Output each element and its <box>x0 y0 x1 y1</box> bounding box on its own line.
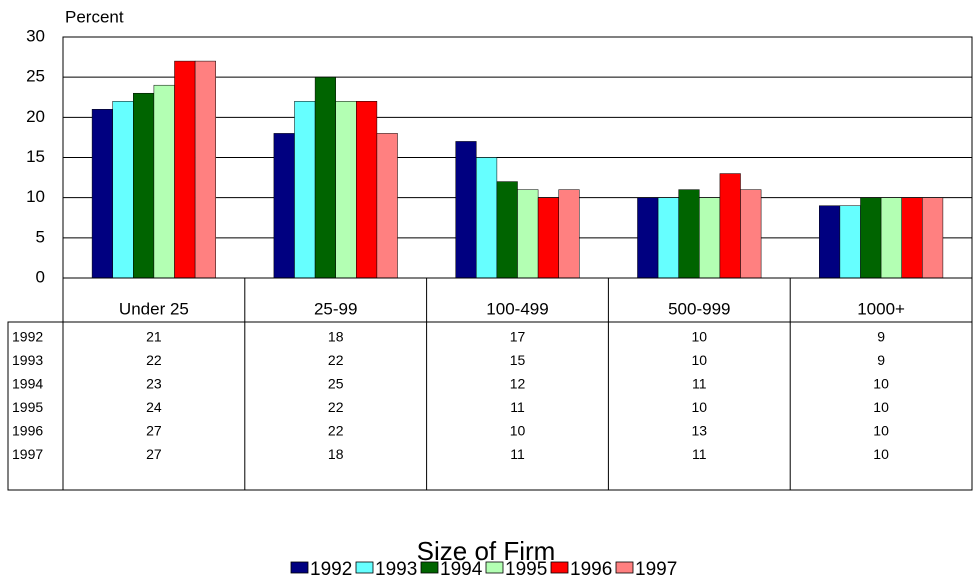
table-cell: 13 <box>692 422 708 438</box>
bar <box>335 101 357 279</box>
table-cell: 22 <box>328 422 344 438</box>
y-axis-label: Percent <box>65 7 124 26</box>
table-row-label: 1997 <box>12 446 43 462</box>
bar <box>860 197 882 279</box>
bar <box>839 205 861 279</box>
table-row-label: 1993 <box>12 352 43 368</box>
table-cell: 18 <box>328 446 344 462</box>
table-cell: 10 <box>692 352 708 368</box>
bar <box>719 173 741 279</box>
table-row-label: 1995 <box>12 399 43 415</box>
bar <box>294 101 316 279</box>
bar <box>153 84 175 279</box>
table-cell: 27 <box>146 446 162 462</box>
bar <box>819 205 841 279</box>
table-cell: 15 <box>510 352 526 368</box>
bar <box>699 197 721 279</box>
table-cell: 10 <box>873 375 889 391</box>
legend-swatch <box>550 561 569 574</box>
table-cell: 9 <box>877 352 885 368</box>
legend-label: 1993 <box>375 559 417 580</box>
bar <box>476 157 498 279</box>
bar <box>678 189 700 279</box>
x-tick-label: Under 25 <box>119 299 189 318</box>
table-cell: 17 <box>510 328 526 344</box>
table-cell: 22 <box>328 399 344 415</box>
bar <box>273 133 295 279</box>
y-tick-label: 25 <box>26 67 45 86</box>
bar <box>194 60 216 279</box>
y-tick-label: 20 <box>26 107 45 126</box>
legend-label: 1997 <box>635 559 677 580</box>
bar <box>740 189 762 279</box>
table-cell: 10 <box>510 422 526 438</box>
x-tick-label: 100-499 <box>486 299 548 318</box>
legend-label: 1995 <box>505 559 547 580</box>
y-tick-label: 30 <box>26 26 45 45</box>
plot-frame <box>62 36 973 279</box>
table-row-label: 1992 <box>12 328 43 344</box>
table-cell: 9 <box>877 328 885 344</box>
table-cell: 10 <box>873 446 889 462</box>
table-cell: 22 <box>328 352 344 368</box>
y-tick-label: 5 <box>36 227 45 246</box>
legend-label: 1996 <box>570 559 612 580</box>
bar <box>657 197 679 279</box>
y-tick-label: 15 <box>26 147 45 166</box>
legend-label: 1994 <box>440 559 483 580</box>
table-cell: 23 <box>146 375 162 391</box>
table-cell: 22 <box>146 352 162 368</box>
bar <box>314 76 336 279</box>
legend-swatch <box>420 561 439 574</box>
table-cell: 27 <box>146 422 162 438</box>
y-tick-label: 0 <box>36 267 45 286</box>
bar <box>537 197 559 279</box>
bar <box>356 101 378 279</box>
table-cell: 18 <box>328 328 344 344</box>
legend-swatch <box>290 561 309 574</box>
table-cell: 24 <box>146 399 162 415</box>
x-tick-label: 1000+ <box>857 299 905 318</box>
bar <box>880 197 902 279</box>
x-tick-label: 500-999 <box>668 299 730 318</box>
legend-swatch <box>485 561 504 574</box>
table-cell: 10 <box>873 422 889 438</box>
legend-swatch <box>355 561 374 574</box>
y-tick-label: 10 <box>26 187 45 206</box>
table-row-label: 1994 <box>12 375 43 391</box>
legend-label: 1992 <box>310 559 352 580</box>
x-tick-label: 25-99 <box>314 299 357 318</box>
table-row-label: 1996 <box>12 422 43 438</box>
bar <box>517 189 539 279</box>
bar <box>174 60 196 279</box>
table-cell: 10 <box>692 399 708 415</box>
bar <box>112 101 134 279</box>
bar <box>558 189 580 279</box>
table-cell: 12 <box>510 375 526 391</box>
chart-title: Size of Firm <box>417 536 556 566</box>
legend-swatch <box>615 561 634 574</box>
table-cell: 25 <box>328 375 344 391</box>
bar <box>922 197 944 279</box>
bar <box>496 181 518 279</box>
table-cell: 11 <box>510 399 525 415</box>
table-cell: 11 <box>692 446 707 462</box>
bar <box>455 141 477 279</box>
table-cell: 11 <box>510 446 525 462</box>
bar <box>637 197 659 279</box>
bar <box>133 92 155 279</box>
table-cell: 21 <box>146 328 162 344</box>
table-cell: 11 <box>692 375 707 391</box>
table-cell: 10 <box>692 328 708 344</box>
bar <box>376 133 398 279</box>
bar <box>901 197 923 279</box>
table-cell: 10 <box>873 399 889 415</box>
bar <box>91 109 113 279</box>
